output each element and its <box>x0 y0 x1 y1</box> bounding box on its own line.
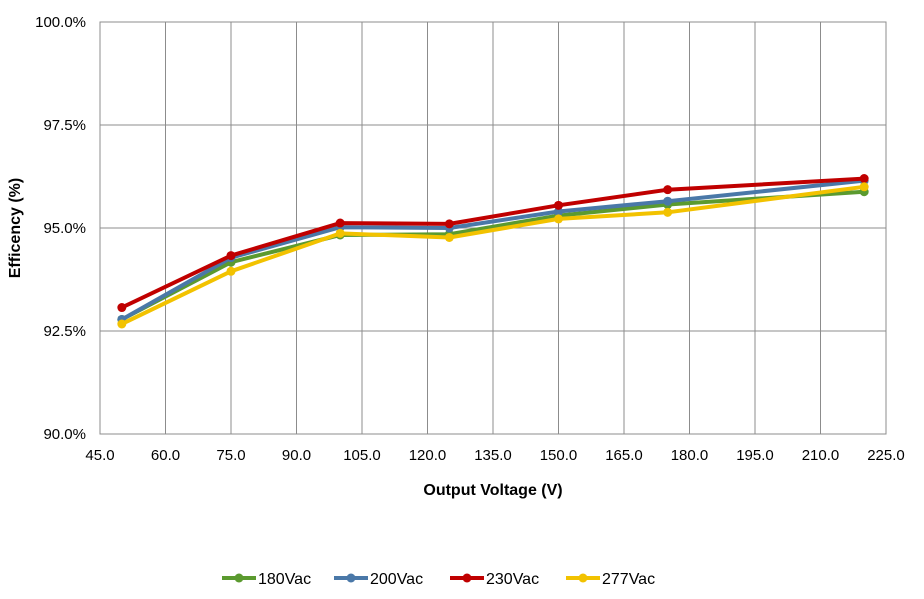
legend-marker <box>578 573 588 583</box>
x-tick-label: 135.0 <box>474 447 512 464</box>
x-tick-label: 75.0 <box>216 447 245 464</box>
data-point <box>663 207 673 217</box>
y-tick-label: 97.5% <box>43 117 86 134</box>
data-point <box>554 200 563 210</box>
x-tick-label: 210.0 <box>802 447 840 464</box>
y-tick-label: 100.0% <box>35 14 86 31</box>
legend-item: 277Vac <box>566 571 655 588</box>
series-277Vac <box>117 182 869 329</box>
x-tick-label: 150.0 <box>540 447 578 464</box>
data-point <box>859 174 869 184</box>
y-tick-label: 95.0% <box>43 220 86 237</box>
x-tick-label: 45.0 <box>85 447 114 464</box>
legend-item: 180Vac <box>222 571 311 588</box>
data-point <box>117 319 127 329</box>
x-tick-label: 165.0 <box>605 447 643 464</box>
series-230Vac <box>117 174 869 313</box>
x-axis-title: Output Voltage (V) <box>423 482 562 499</box>
legend-marker <box>234 573 244 583</box>
x-tick-label: 90.0 <box>282 447 311 464</box>
legend-item: 230Vac <box>450 571 539 588</box>
data-point <box>663 196 673 206</box>
legend-label: 277Vac <box>602 571 655 588</box>
legend-marker <box>346 573 356 583</box>
x-tick-label: 105.0 <box>343 447 381 464</box>
legend-label: 200Vac <box>370 571 423 588</box>
x-tick-label: 180.0 <box>671 447 709 464</box>
data-point <box>554 207 563 217</box>
legend: 180Vac 200Vac 230Vac 277Vac <box>222 571 655 588</box>
series-layer <box>117 174 869 329</box>
x-tick-label: 120.0 <box>409 447 447 464</box>
legend-label: 180Vac <box>258 571 311 588</box>
data-point <box>444 232 454 242</box>
x-axis-tick-labels: 45.0 60.0 75.0 90.0 105.0 120.0 135.0 150.0 165.… <box>85 447 904 464</box>
y-axis-title: Efficency (%) <box>7 178 24 278</box>
data-point <box>444 219 454 229</box>
plot-area-frame <box>99 21 887 435</box>
data-point <box>663 185 673 195</box>
y-tick-label: 92.5% <box>43 323 86 340</box>
data-point <box>335 218 345 228</box>
data-point <box>859 182 869 192</box>
x-tick-label: 195.0 <box>736 447 774 464</box>
legend-item: 200Vac <box>334 571 423 588</box>
legend-marker <box>462 573 472 583</box>
data-point <box>226 266 236 276</box>
y-tick-label: 90.0% <box>43 426 86 443</box>
data-point <box>117 303 127 313</box>
data-point <box>335 228 345 238</box>
x-tick-label: 225.0 <box>867 447 905 464</box>
y-axis-tick-labels: 90.0% 92.5% 95.0% 97.5% 100.0% <box>35 14 86 443</box>
legend-label: 230Vac <box>486 571 539 588</box>
x-tick-label: 60.0 <box>151 447 180 464</box>
data-point <box>226 251 236 261</box>
data-point <box>554 214 563 224</box>
